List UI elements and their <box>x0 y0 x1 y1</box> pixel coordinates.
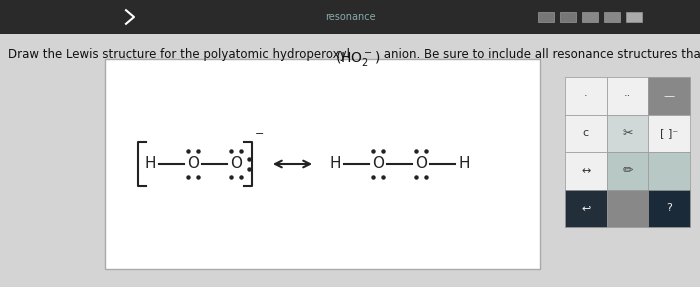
Text: O: O <box>230 156 242 172</box>
Text: H: H <box>458 156 470 172</box>
Text: ✂: ✂ <box>622 127 633 140</box>
Bar <box>565 77 690 227</box>
Bar <box>607 189 648 227</box>
Bar <box>648 189 690 227</box>
Bar <box>582 12 598 22</box>
Text: —: — <box>664 91 675 101</box>
Bar <box>565 77 607 115</box>
Text: [ ]⁻: [ ]⁻ <box>660 128 678 138</box>
Bar <box>648 152 690 189</box>
Bar <box>607 115 648 152</box>
Text: Draw the Lewis structure for the polyatomic hydroperoxyl: Draw the Lewis structure for the polyato… <box>8 48 354 61</box>
Text: $\left(\mathrm{HO_2^-}\right)$: $\left(\mathrm{HO_2^-}\right)$ <box>335 49 380 68</box>
Bar <box>565 115 607 152</box>
Bar <box>607 77 648 115</box>
Bar <box>604 12 620 22</box>
Bar <box>648 77 690 115</box>
Bar <box>105 59 540 269</box>
Text: ?: ? <box>666 203 672 213</box>
Text: O: O <box>187 156 199 172</box>
Text: ··: ·· <box>624 91 631 101</box>
Bar <box>0 0 700 34</box>
Text: ✏: ✏ <box>622 164 633 177</box>
Bar <box>560 12 576 22</box>
Bar <box>607 152 648 189</box>
Text: resonance: resonance <box>325 12 375 22</box>
Bar <box>626 12 642 22</box>
Text: H: H <box>329 156 341 172</box>
Text: O: O <box>372 156 384 172</box>
Text: ·: · <box>584 91 587 101</box>
Text: H: H <box>144 156 155 172</box>
Bar <box>648 115 690 152</box>
Bar <box>538 12 554 22</box>
Text: ↔: ↔ <box>581 166 591 176</box>
Text: anion. Be sure to include all resonance structures that satisfy the octet rule.: anion. Be sure to include all resonance … <box>380 48 700 61</box>
Text: ↩: ↩ <box>581 203 591 213</box>
Text: −: − <box>255 129 265 139</box>
Bar <box>565 189 607 227</box>
Text: c: c <box>583 128 589 138</box>
Text: O: O <box>415 156 427 172</box>
Bar <box>565 152 607 189</box>
